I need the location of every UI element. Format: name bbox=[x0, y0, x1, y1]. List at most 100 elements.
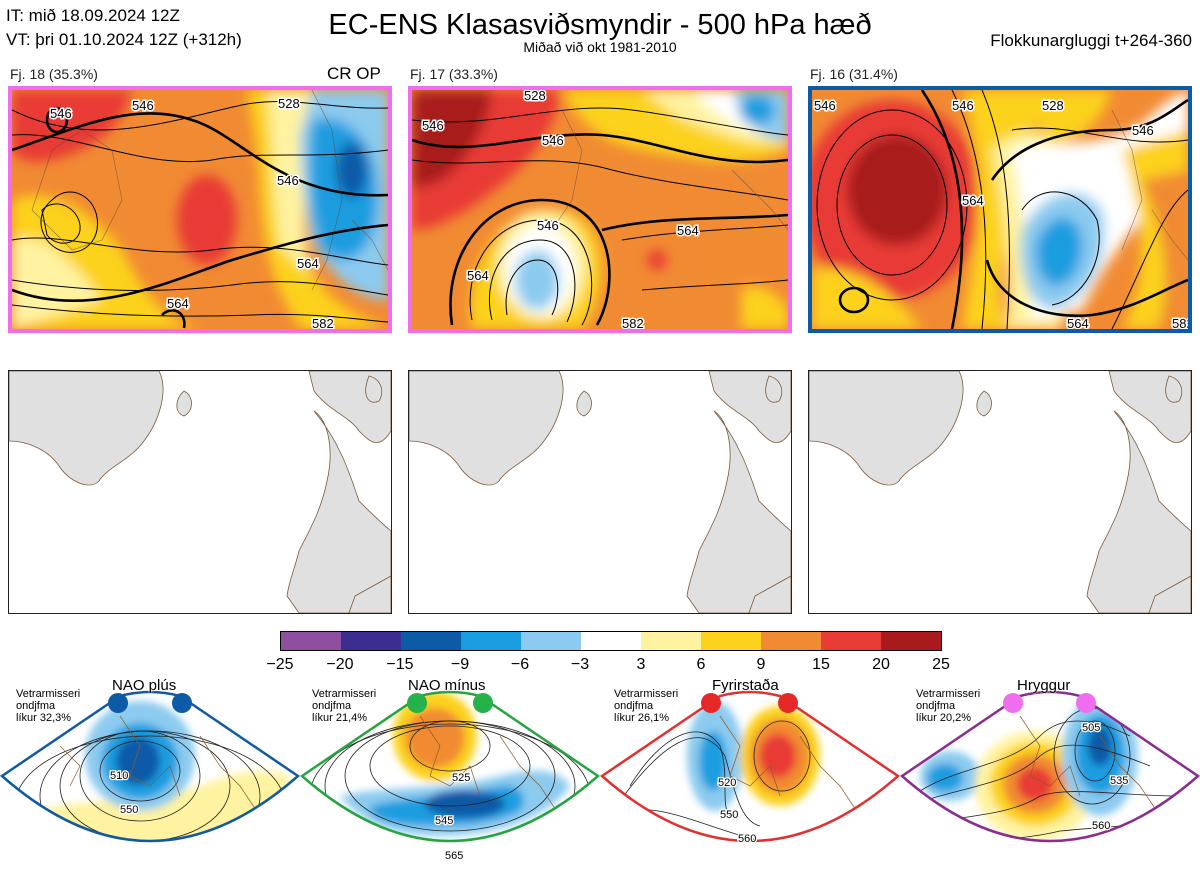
regime-title: Hryggur bbox=[1017, 677, 1071, 694]
contour-label: 546 bbox=[277, 173, 299, 188]
colorbar-swatch bbox=[701, 632, 761, 650]
contour-label: 564 bbox=[297, 256, 319, 271]
page-subtitle: Miðað við okt 1981-2010 bbox=[523, 39, 677, 55]
run-info: IT: mið 18.09.2024 12Z VT: þri 01.10.202… bbox=[6, 4, 242, 52]
cluster-3-label: Fj. 16 (31.4%) bbox=[810, 66, 898, 82]
regime-title: Fyrirstaða bbox=[712, 677, 779, 694]
cluster-1-map: 546 546 546 564 564 528 582 bbox=[8, 86, 392, 333]
regime-meta: Vetrarmisseri ondjfma líkur 21,4% bbox=[312, 688, 376, 724]
meta-line: ondjfma bbox=[614, 700, 654, 712]
regime-dot bbox=[1003, 693, 1023, 713]
blank-map-1 bbox=[8, 370, 392, 614]
contour-label: 510 bbox=[110, 770, 128, 782]
contour-label: 564 bbox=[1067, 316, 1089, 329]
contour-label: 546 bbox=[50, 106, 72, 121]
regime-dot bbox=[407, 693, 427, 713]
regime-dot bbox=[778, 693, 798, 713]
colorbar-tick: −25 bbox=[266, 656, 294, 673]
colorbar-tick: 3 bbox=[636, 656, 646, 673]
contour-label: 505 bbox=[1082, 722, 1100, 734]
cluster-2-map: 546 546 546 564 564 582 528 bbox=[408, 86, 792, 333]
contour-label: 550 bbox=[720, 809, 738, 821]
regime-nao-minus: 525 545 565 Vetrarmisseri ondjfma líkur … bbox=[300, 676, 600, 871]
cluster-2-label: Fj. 17 (33.3%) bbox=[410, 66, 498, 82]
contour-label: 545 bbox=[435, 815, 453, 827]
cluster-1-label: Fj. 18 (35.3%) bbox=[10, 66, 98, 82]
contour-label: 528 bbox=[524, 90, 546, 103]
regime-frame bbox=[900, 690, 1200, 843]
regime-dot bbox=[108, 693, 128, 713]
blank-map-3 bbox=[808, 370, 1192, 614]
meta-line: Vetrarmisseri bbox=[312, 688, 377, 700]
regime-dot bbox=[1076, 693, 1096, 713]
meta-line: líkur 21,4% bbox=[312, 712, 368, 724]
meta-line: líkur 32,3% bbox=[16, 712, 72, 724]
contour-label: 582 bbox=[1172, 316, 1188, 329]
contour-label: 546 bbox=[537, 218, 559, 233]
colorbar-tick: −3 bbox=[570, 656, 590, 673]
regime-frame bbox=[600, 690, 900, 843]
meta-line: Vetrarmisseri bbox=[916, 688, 981, 700]
contour-label: 560 bbox=[738, 833, 756, 845]
colorbar-tick: 25 bbox=[932, 656, 950, 673]
meta-line: Vetrarmisseri bbox=[16, 688, 81, 700]
colorbar-tick: −20 bbox=[326, 656, 354, 673]
meta-line: líkur 26,1% bbox=[614, 712, 670, 724]
colorbar-tick: 20 bbox=[872, 656, 890, 673]
regime-dot bbox=[473, 693, 493, 713]
contour-label: 535 bbox=[1110, 775, 1128, 787]
regime-nao-plus: 510 550 Vetrarmisseri ondjfma líkur 32,3… bbox=[0, 676, 300, 871]
contour-label: 546 bbox=[952, 98, 974, 113]
meta-line: ondjfma bbox=[916, 700, 956, 712]
colorbar-swatch bbox=[401, 632, 461, 650]
colorbar-swatch bbox=[521, 632, 581, 650]
colorbar-swatch bbox=[461, 632, 521, 650]
colorbar-swatch bbox=[881, 632, 941, 650]
colorbar-swatch bbox=[281, 632, 341, 650]
colorbar-swatch bbox=[821, 632, 881, 650]
colorbar-tick: −15 bbox=[386, 656, 414, 673]
regime-title: NAO plús bbox=[112, 677, 177, 694]
regime-meta: Vetrarmisseri ondjfma líkur 32,3% bbox=[16, 688, 80, 724]
initial-time: IT: mið 18.09.2024 12Z bbox=[6, 6, 180, 25]
colorbar-tick: 15 bbox=[812, 656, 830, 673]
valid-time: VT: þri 01.10.2024 12Z (+312h) bbox=[6, 30, 242, 49]
colorbar-swatch bbox=[341, 632, 401, 650]
colorbar-tick: 9 bbox=[756, 656, 766, 673]
meta-line: Vetrarmisseri bbox=[614, 688, 679, 700]
contour-label: 565 bbox=[445, 850, 463, 862]
regime-meta: Vetrarmisseri ondjfma líkur 20,2% bbox=[916, 688, 980, 724]
colorbar-swatch bbox=[581, 632, 641, 650]
contour-label: 564 bbox=[677, 223, 699, 238]
contour-label: 564 bbox=[167, 296, 189, 311]
contour-label: 582 bbox=[622, 316, 644, 329]
meta-line: ondjfma bbox=[312, 700, 352, 712]
regime-frame bbox=[0, 690, 300, 843]
meta-line: líkur 20,2% bbox=[916, 712, 972, 724]
contour-label: 520 bbox=[718, 777, 736, 789]
colorbar-tick: −9 bbox=[450, 656, 470, 673]
classification-window: Flokkunargluggi t+264-360 bbox=[990, 31, 1192, 50]
contour-label: 546 bbox=[1132, 123, 1154, 138]
contour-label: 560 bbox=[1092, 820, 1110, 832]
regime-frame bbox=[300, 690, 600, 843]
contour-label: 546 bbox=[814, 98, 836, 113]
contour-label: 546 bbox=[542, 133, 564, 148]
meta-line: ondjfma bbox=[16, 700, 56, 712]
regime-dot bbox=[172, 693, 192, 713]
contour-label: 546 bbox=[132, 98, 154, 113]
regime-meta: Vetrarmisseri ondjfma líkur 26,1% bbox=[614, 688, 678, 724]
contour-label: 564 bbox=[467, 268, 489, 283]
cluster-3-map: 546 546 546 564 564 582 528 bbox=[808, 86, 1192, 333]
blank-map-2 bbox=[408, 370, 792, 614]
cluster-1-tag: CR OP bbox=[327, 64, 381, 83]
regime-ridge: 505 535 560 Vetrarmisseri ondjfma líkur … bbox=[900, 676, 1200, 871]
colorbar-tick: 6 bbox=[696, 656, 706, 673]
colorbar-swatch bbox=[761, 632, 821, 650]
regime-blocking: 520 550 560 Vetrarmisseri ondjfma líkur … bbox=[600, 676, 900, 871]
contour-label: 528 bbox=[1042, 98, 1064, 113]
colorbar-tick: −6 bbox=[510, 656, 530, 673]
contour-label: 528 bbox=[278, 96, 300, 111]
page-title: EC-ENS Klasasviðsmyndir - 500 hPa hæð bbox=[328, 9, 872, 41]
contour-label: 546 bbox=[422, 118, 444, 133]
